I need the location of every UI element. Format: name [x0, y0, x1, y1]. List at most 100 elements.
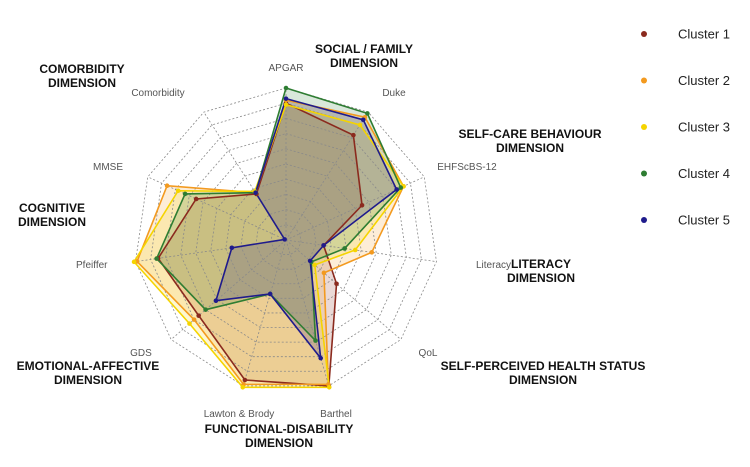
- grid-ring: [210, 163, 362, 314]
- dimension-label: COGNITIVE DIMENSION: [18, 201, 86, 229]
- dimension-label-line: DIMENSION: [507, 271, 575, 285]
- cluster-3-area: [134, 104, 404, 388]
- cluster-5-point-duke: [360, 117, 366, 123]
- series-fills: [134, 88, 404, 388]
- cluster-5-area: [215, 98, 397, 359]
- cluster-2-point-qol: [321, 270, 327, 276]
- cluster-5-point-pfeiffer: [229, 245, 235, 251]
- dimension-label-line: FUNCTIONAL-DISABILITY: [205, 422, 354, 436]
- legend-marker-cluster-3: [641, 124, 647, 130]
- axis-label-comorbidity: Comorbidity: [131, 88, 184, 99]
- legend-marker-cluster-4: [641, 170, 647, 177]
- axis-label-barthel: Barthel: [320, 409, 352, 420]
- cluster-5-point-literacy: [321, 243, 326, 248]
- cluster-4-area: [156, 88, 401, 341]
- cluster-5-line: [214, 97, 398, 361]
- grid-spoke: [285, 239, 437, 263]
- axis-label-pfeiffer: Pfeiffer: [76, 260, 108, 271]
- grid-spoke: [285, 239, 402, 340]
- legend: Cluster 1 Cluster 2 Cluster 3 Cluster 4 Clus…: [641, 27, 730, 228]
- cluster-3-point-qol: [312, 262, 318, 268]
- grid-ring: [255, 209, 317, 270]
- axis-label-gds: GDS: [130, 348, 152, 359]
- axis-label-lawton-brody: Lawton & Brody: [204, 409, 275, 420]
- grid-spoke: [285, 176, 425, 241]
- cluster-3-point-duke: [357, 122, 363, 128]
- cluster-5-point-apgar: [283, 96, 289, 101]
- cluster-4-point-gds: [203, 307, 208, 312]
- cluster-1-point-mmse: [193, 196, 199, 202]
- dimension-label-line: DIMENSION: [509, 373, 577, 387]
- grid-spoke: [285, 111, 369, 241]
- cluster-1-point-qol: [334, 281, 339, 287]
- axis-label-qol: QoL: [419, 348, 438, 359]
- cluster-5-point-lawton-brody: [267, 291, 273, 297]
- grid-ring: [165, 117, 407, 358]
- dimension-label-line: SOCIAL / FAMILY: [315, 42, 413, 56]
- dimension-label: EMOTIONAL-AFFECTIVE DIMENSION: [17, 359, 160, 387]
- grid-spoke: [285, 239, 330, 386]
- cluster-4-point-apgar: [283, 85, 289, 91]
- dimension-label: SELF-PERCEIVED HEALTH STATUS DIMENSION: [441, 359, 646, 387]
- dimension-label: FUNCTIONAL-DISABILITY DIMENSION: [205, 422, 354, 450]
- cluster-1-point-lawton-brody: [242, 377, 248, 383]
- series-points: [131, 85, 406, 390]
- dimension-label: LITERACY DIMENSION: [507, 257, 575, 285]
- cluster-4-point-literacy: [342, 246, 347, 251]
- cluster-3-point-barthel: [326, 385, 332, 390]
- axis-labels: APGAR Duke EHFScBS-12 Literacy QoL Barthel Law…: [76, 63, 511, 420]
- grid-spoke: [242, 239, 287, 386]
- axis-label-mmse: MMSE: [93, 162, 123, 173]
- series-lines: [133, 86, 405, 389]
- legend-label-cluster-4: Cluster 4: [678, 166, 730, 181]
- grid-ring: [135, 87, 437, 387]
- cluster-1-point-gds: [196, 313, 201, 318]
- dimension-label-line: LITERACY: [511, 257, 571, 271]
- cluster-4-line: [155, 86, 402, 343]
- grid-ring: [225, 178, 347, 299]
- dimension-label-line: COGNITIVE: [19, 201, 85, 215]
- legend-label-cluster-3: Cluster 3: [678, 120, 730, 135]
- dimension-label-line: DIMENSION: [330, 56, 398, 70]
- legend-marker-cluster-2: [641, 77, 647, 84]
- cluster-5-point-gds: [213, 298, 219, 304]
- cluster-3-point-mmse: [175, 188, 181, 194]
- legend-label-cluster-1: Cluster 1: [678, 27, 730, 42]
- dimension-label-line: DIMENSION: [245, 436, 313, 450]
- dimension-label-line: DIMENSION: [496, 141, 564, 155]
- cluster-5-point-comorbidity: [253, 190, 258, 195]
- cluster-5-point-mmse: [282, 237, 287, 242]
- cluster-5-point-barthel: [318, 355, 323, 361]
- axis-label-apgar: APGAR: [268, 63, 303, 74]
- cluster-4-point-mmse: [182, 191, 188, 197]
- axis-label-duke: Duke: [382, 88, 406, 99]
- grid-spoke: [170, 239, 287, 340]
- cluster-1-line: [157, 102, 363, 387]
- cluster-4-point-duke: [365, 111, 370, 116]
- cluster-1-point-ehfscbs-12: [359, 202, 365, 208]
- grid-spoke: [147, 176, 287, 241]
- grid-ring: [240, 193, 332, 285]
- dimension-label: SELF-CARE BEHAVIOUR DIMENSION: [458, 127, 601, 155]
- dimension-label-line: EMOTIONAL-AFFECTIVE: [17, 359, 160, 373]
- cluster-4-point-pfeiffer: [154, 256, 159, 261]
- cluster-1-point-duke: [351, 132, 356, 138]
- axis-label-literacy: Literacy: [476, 260, 511, 271]
- cluster-3-point-pfeiffer: [131, 259, 137, 265]
- dimension-label-line: DIMENSION: [18, 215, 86, 229]
- cluster-2-point-literacy: [369, 250, 375, 255]
- cluster-2-point-gds: [191, 317, 197, 322]
- legend-label-cluster-2: Cluster 2: [678, 73, 730, 88]
- radar-grid: [135, 87, 437, 387]
- dimension-label-line: SELF-PERCEIVED HEALTH STATUS: [441, 359, 646, 373]
- cluster-3-point-literacy: [352, 247, 358, 253]
- cluster-5-point-qol: [307, 258, 313, 264]
- axis-label-ehfscbs-12: EHFScBS-12: [437, 162, 497, 173]
- cluster-2-line: [136, 99, 405, 386]
- legend-label-cluster-5: Cluster 5: [678, 213, 730, 228]
- cluster-5-point-ehfscbs-12: [394, 187, 399, 192]
- cluster-1-area: [158, 103, 363, 386]
- dimension-label: COMORBIDITY DIMENSION: [39, 62, 124, 90]
